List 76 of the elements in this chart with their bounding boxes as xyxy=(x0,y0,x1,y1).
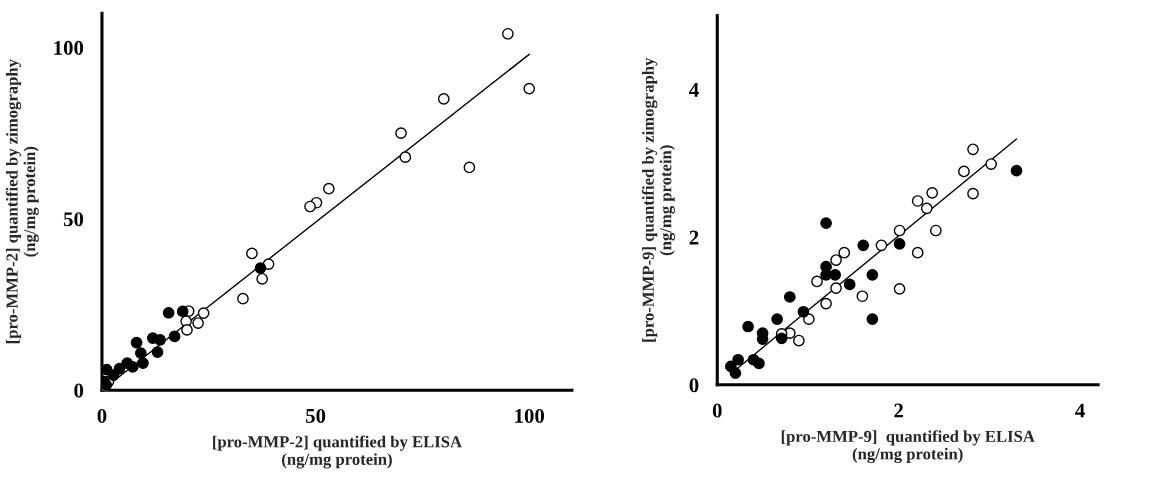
point xyxy=(1010,164,1023,177)
point xyxy=(793,334,805,347)
point xyxy=(256,272,269,285)
point xyxy=(958,165,970,178)
point xyxy=(820,297,832,310)
point xyxy=(192,317,204,329)
point xyxy=(893,224,906,237)
point xyxy=(866,313,879,325)
point xyxy=(783,291,796,303)
point xyxy=(502,27,514,40)
point xyxy=(967,187,979,200)
point xyxy=(162,306,175,319)
x-tick-label: 2 xyxy=(894,403,903,418)
point xyxy=(168,330,181,343)
point xyxy=(151,346,164,359)
point xyxy=(929,224,942,237)
x-tick-label: 0 xyxy=(712,403,722,418)
point xyxy=(107,369,120,381)
y-tick-label: 2 xyxy=(689,230,699,245)
point xyxy=(829,268,842,281)
point xyxy=(130,336,143,349)
y-axis-title: [pro-MMP-9] quantified by zimography (ng/mg protein) xyxy=(641,57,675,342)
point xyxy=(246,247,258,260)
point xyxy=(911,246,924,259)
point xyxy=(985,158,997,170)
point xyxy=(967,143,979,156)
point xyxy=(830,254,842,266)
x-tick-label: 100 xyxy=(515,408,545,423)
point xyxy=(843,278,856,291)
point xyxy=(775,332,788,345)
point xyxy=(729,367,742,379)
y-tick-label: 0 xyxy=(74,383,84,398)
point xyxy=(126,361,139,373)
point xyxy=(154,333,166,346)
x-tick-label: 4 xyxy=(1075,403,1085,418)
y-axis-title: [pro-MMP-2] quantified by zimography (ng/mg protein) xyxy=(5,59,39,344)
point xyxy=(304,200,316,213)
point xyxy=(395,127,407,140)
point xyxy=(838,246,851,259)
point xyxy=(322,182,335,195)
point xyxy=(856,290,869,303)
point xyxy=(137,357,149,369)
point xyxy=(197,307,210,319)
point xyxy=(797,305,810,318)
point xyxy=(181,324,193,336)
point xyxy=(771,313,783,325)
point xyxy=(920,202,933,215)
y-tick-label: 0 xyxy=(689,378,699,393)
point xyxy=(926,187,939,199)
point xyxy=(254,262,267,275)
point xyxy=(820,217,832,229)
y-tick-label: 100 xyxy=(54,40,84,55)
y-tick-label: 4 xyxy=(689,83,699,97)
point xyxy=(893,237,906,250)
point xyxy=(523,82,536,95)
point xyxy=(742,320,754,333)
y-tick-label: 50 xyxy=(63,212,84,227)
point xyxy=(134,347,147,360)
point xyxy=(857,239,870,252)
point xyxy=(399,151,412,164)
point xyxy=(176,305,189,318)
x-axis-title: [pro-MMP-9] quantified by ELISA (ng/mg protein) xyxy=(781,430,1035,464)
point xyxy=(875,239,888,252)
x-tick-label: 0 xyxy=(97,408,107,423)
point xyxy=(463,161,476,174)
x-axis-title: [pro-MMP-2] quantified by ELISA (ng/mg protein) xyxy=(213,435,462,469)
x-tick-label: 50 xyxy=(306,408,326,423)
point xyxy=(830,282,842,294)
point xyxy=(437,93,450,105)
point xyxy=(753,357,765,370)
point xyxy=(811,275,823,288)
point xyxy=(237,292,249,305)
point xyxy=(911,195,924,207)
point xyxy=(893,283,906,295)
point xyxy=(732,353,744,366)
point xyxy=(866,268,879,281)
